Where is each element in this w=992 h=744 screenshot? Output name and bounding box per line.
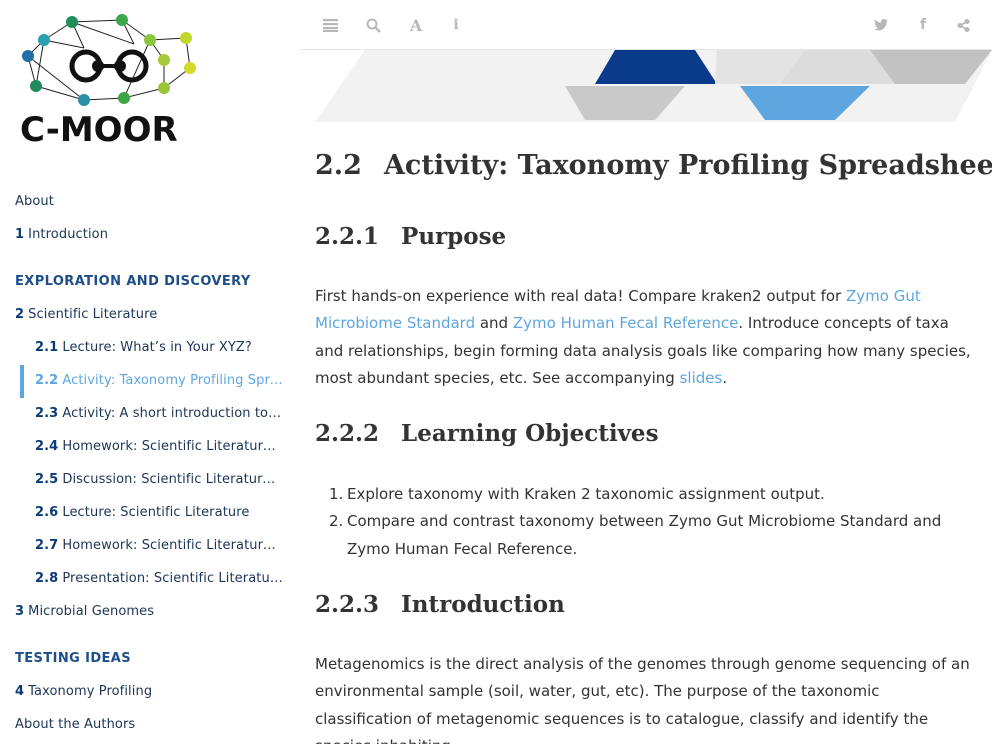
list-number: 1. [329, 485, 344, 503]
share-icon[interactable] [953, 15, 973, 35]
heading-text: Introduction [401, 591, 565, 618]
toc-number: 2.5 [35, 472, 59, 487]
toc-chapter-1[interactable]: 1 Introduction [15, 227, 285, 242]
c-moor-logo[interactable]: C-MOOR [14, 8, 214, 153]
toc-about-label: About [15, 194, 54, 209]
section-number: 2.2.1 [315, 223, 380, 250]
text-run: . Introduce concepts of taxa and relatio… [315, 314, 971, 388]
twitter-icon[interactable] [871, 15, 891, 35]
purpose-paragraph: First hands-on experience with real data… [315, 283, 980, 393]
page-title: 2.2 Activity: Taxonomy Profiling Spreadsh… [315, 150, 992, 181]
toc-label: Taxonomy Profiling [28, 684, 153, 699]
toc-number: 2.1 [35, 340, 59, 355]
toc-number: 3 [15, 604, 25, 619]
sidebar: C-MOOR About 1 Introduction EXPLORATION A… [0, 0, 300, 744]
toc-label: Homework: Scientific Literature Primer [62, 439, 283, 454]
book-toolbar: A i f [300, 0, 992, 50]
toc-chapter-2[interactable]: 2 Scientific Literature [15, 307, 285, 322]
objectives-list: 1. Explore taxonomy with Kraken 2 taxonom… [315, 481, 980, 563]
toc-number: 4 [15, 684, 25, 699]
toc-number: 2.6 [35, 505, 59, 520]
list-item-text: Explore taxonomy with Kraken 2 taxonomic… [347, 485, 825, 503]
list-item: 2. Compare and contrast taxonomy between … [315, 508, 980, 563]
toc-about-authors[interactable]: About the Authors [15, 717, 285, 732]
toc-label: Lecture: Scientific Literature [62, 505, 250, 520]
toc-section-2-1[interactable]: 2.1 Lecture: What’s in Your XYZ? [35, 340, 283, 355]
introduction-paragraph: Metagenomics is the direct analysis of t… [315, 655, 970, 744]
section-number: 2.2.2 [315, 420, 380, 447]
heading-learning-objectives: 2.2.2 Learning Objectives [315, 420, 659, 447]
toc-label: Lecture: What’s in Your XYZ? [62, 340, 252, 355]
toc-number: 2.3 [35, 406, 59, 421]
toc-label: Discussion: Scientific Literature Primer [62, 472, 283, 487]
toc-part-heading: EXPLORATION AND DISCOVERY [15, 274, 251, 289]
list-item-text: Compare and contrast taxonomy between Zy… [347, 512, 942, 558]
toc-number: 1 [15, 227, 25, 242]
info-icon[interactable]: i [453, 17, 459, 33]
toc-label: About the Authors [15, 717, 136, 732]
decorative-banner [315, 50, 992, 122]
heading-introduction: 2.2.3 Introduction [315, 591, 565, 618]
logo-text: C-MOOR [20, 110, 178, 150]
heading-purpose: 2.2.1 Purpose [315, 223, 506, 250]
toc-label: Activity: Taxonomy Profiling Spreadsheet [62, 373, 283, 388]
toc-label: Activity: A short introduction to Genome… [62, 406, 283, 421]
hamburger-icon[interactable] [320, 15, 340, 35]
text-run: . [722, 369, 728, 388]
zymo-fecal-link[interactable]: Zymo Human Fecal Reference [512, 314, 739, 333]
text-run: First hands-on experience with real data… [315, 287, 846, 305]
section-number: 2.2 [315, 150, 362, 181]
toc-about[interactable]: About [15, 194, 285, 209]
title-text: Activity: Taxonomy Profiling Spreadsheet [383, 150, 992, 181]
toc-number: 2 [15, 307, 25, 322]
toc-label: Scientific Literature [28, 307, 158, 322]
font-icon[interactable]: A [409, 15, 423, 35]
list-number: 2. [329, 512, 344, 531]
toc-label: Introduction [28, 227, 109, 242]
list-item: 1. Explore taxonomy with Kraken 2 taxonom… [315, 481, 980, 508]
toc-label: Microbial Genomes [28, 604, 155, 619]
toc-number: 2.2 [35, 373, 59, 388]
toc-number: 2.4 [35, 439, 59, 454]
toc-number: 2.7 [35, 538, 59, 553]
toc-section-2-6[interactable]: 2.6 Lecture: Scientific Literature [35, 505, 283, 520]
heading-text: Purpose [401, 223, 507, 250]
toc-chapter-4[interactable]: 4 Taxonomy Profiling [15, 684, 285, 699]
toc-part-heading: TESTING IDEAS [15, 651, 132, 666]
text-run: and [475, 314, 513, 333]
section-number: 2.2.3 [315, 591, 380, 618]
heading-text: Learning Objectives [401, 420, 659, 447]
toc-number: 2.8 [35, 571, 59, 586]
toc-chapter-3[interactable]: 3 Microbial Genomes [15, 604, 285, 619]
toc-label: Presentation: Scientific Literature Revi… [62, 571, 283, 586]
search-icon[interactable] [363, 15, 383, 35]
facebook-icon[interactable]: f [919, 17, 927, 33]
slides-link[interactable]: slides [679, 369, 723, 388]
active-indicator [20, 365, 24, 398]
zymo-gut-link[interactable]: Zymo Gut Microbiome Standard [315, 287, 921, 333]
toc-label: Homework: Scientific Literature Assignme… [62, 538, 283, 553]
